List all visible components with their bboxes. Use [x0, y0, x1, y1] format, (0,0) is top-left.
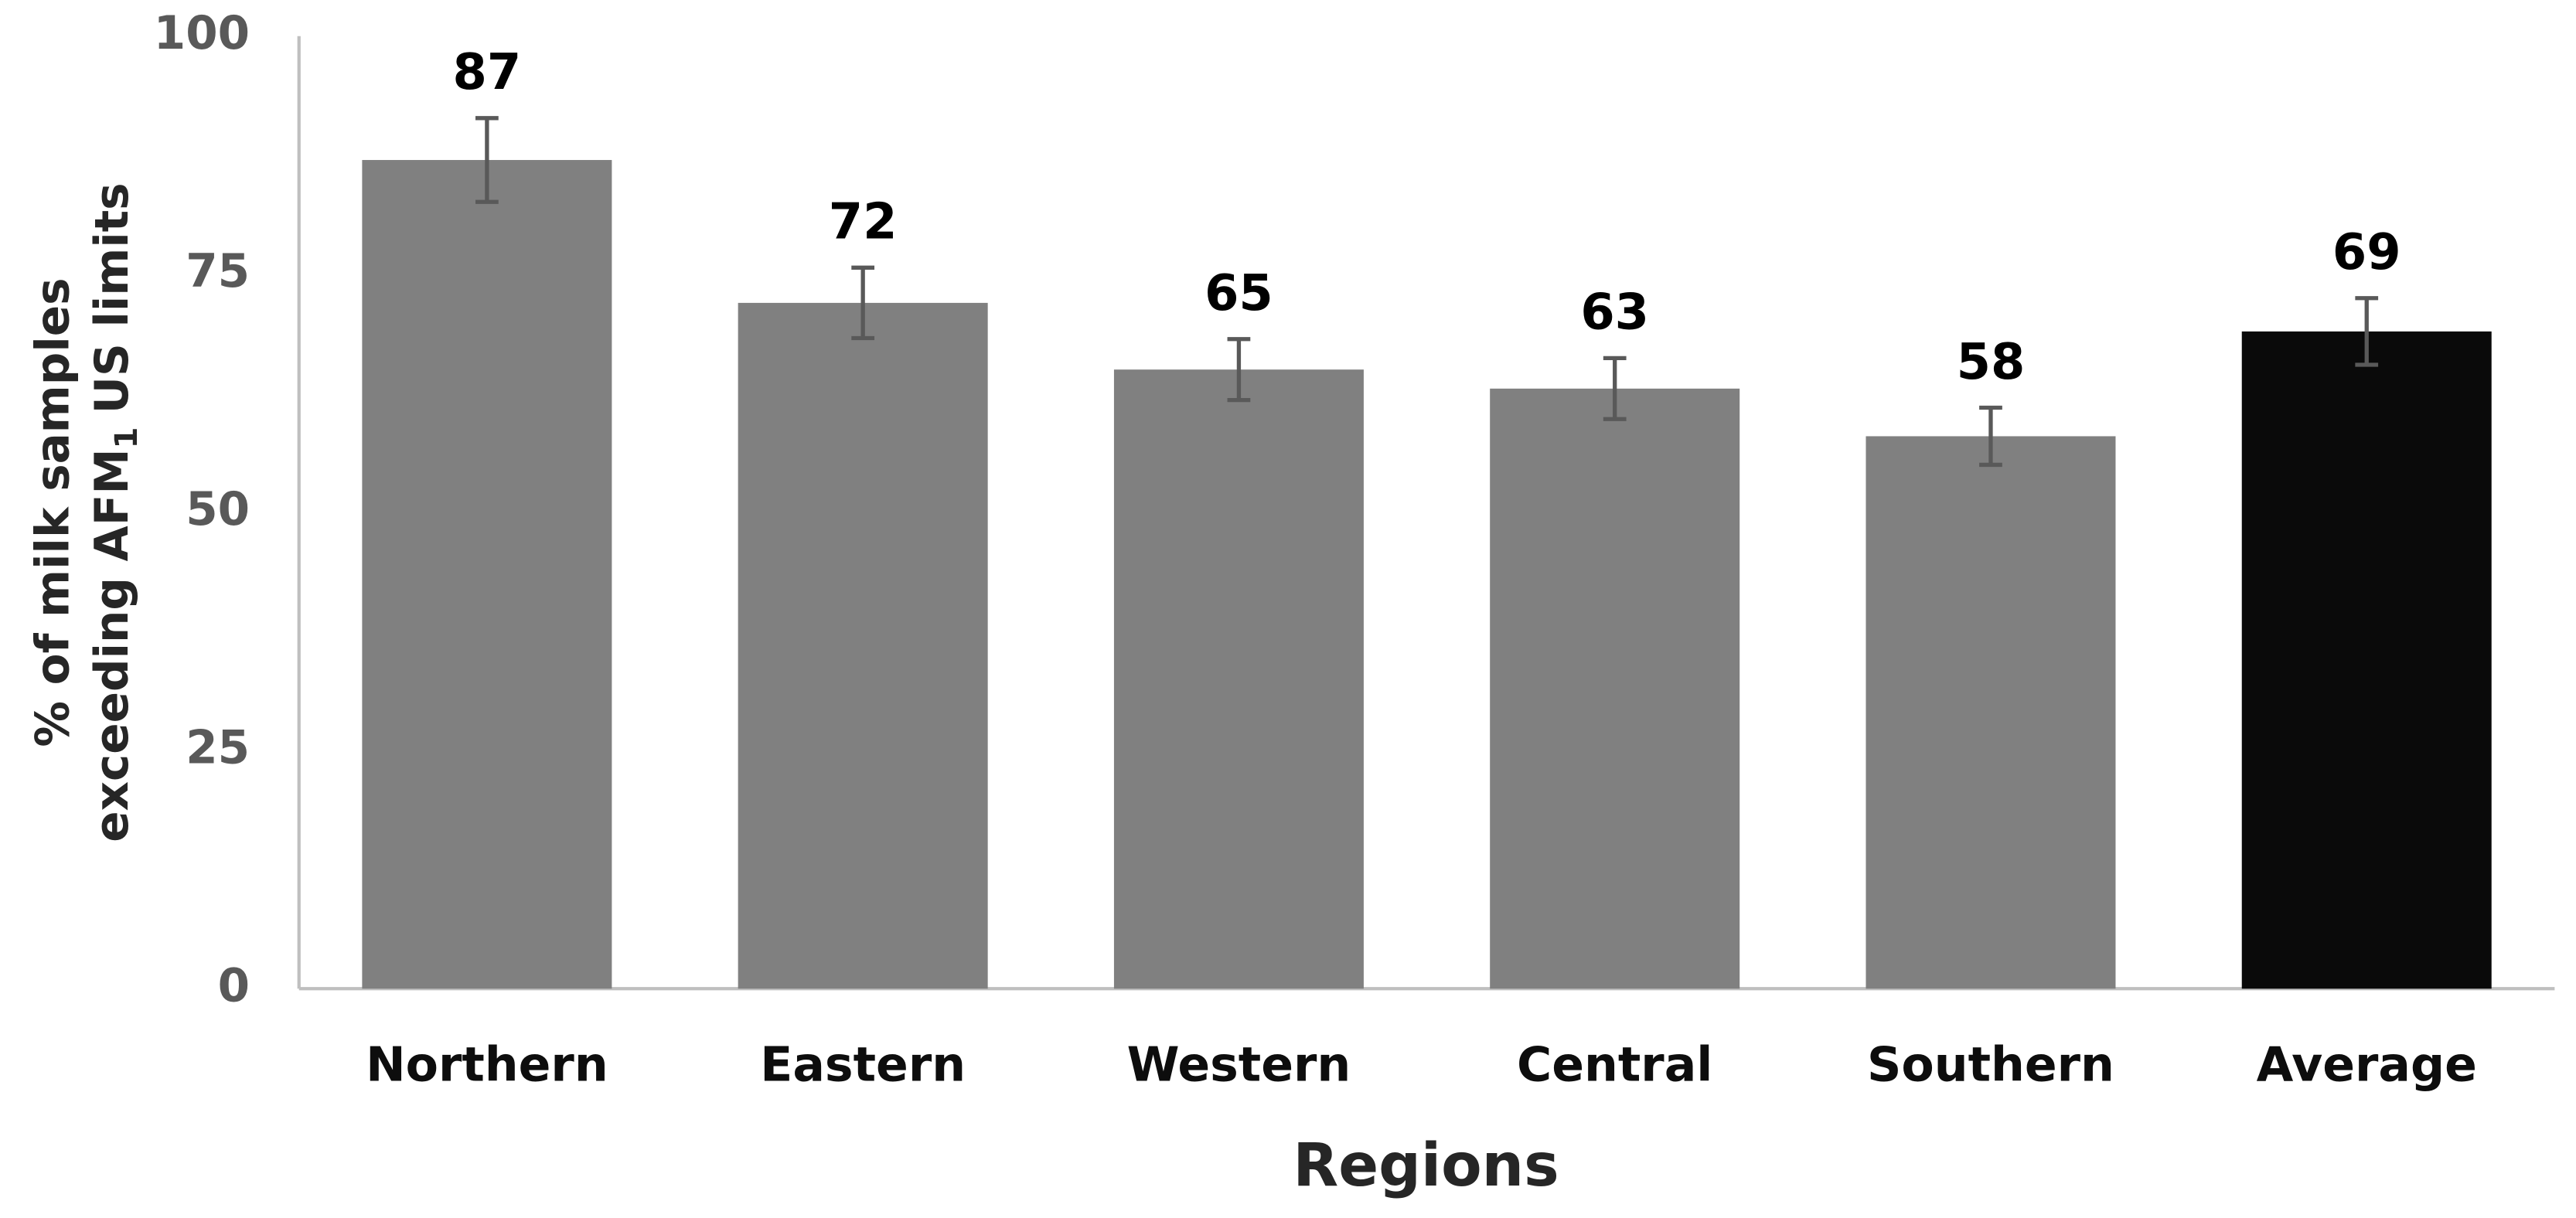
- data-label: 87: [453, 44, 522, 101]
- y-axis-title: % of milk samples exceeding AFM1 US limit…: [26, 182, 144, 842]
- error-bar: [2355, 296, 2379, 367]
- x-tick-label: Southern: [1867, 1036, 2114, 1092]
- bar: [1490, 388, 1740, 989]
- y-tick-label: 50: [186, 483, 250, 536]
- y-axis-title-part: exceeding AFM: [86, 448, 139, 842]
- y-axis-title-part: US limits: [86, 182, 139, 413]
- x-tick-label: Average: [2257, 1036, 2477, 1092]
- x-tick-label: Eastern: [760, 1036, 966, 1092]
- x-axis-title: Regions: [1293, 1131, 1559, 1200]
- bar: [738, 302, 988, 989]
- bar: [1113, 369, 1364, 989]
- bar: [1866, 436, 2116, 989]
- y-tick-label: 100: [154, 7, 250, 60]
- error-bar: [475, 116, 499, 204]
- data-label: 65: [1205, 265, 1273, 322]
- error-bar: [1979, 405, 2002, 468]
- y-tick-label: 25: [186, 721, 250, 774]
- y-tick-label: 0: [218, 959, 250, 1012]
- bar: [362, 160, 612, 989]
- x-tick-label: Northern: [366, 1036, 608, 1092]
- error-bar: [851, 265, 875, 341]
- bar: [2241, 331, 2492, 989]
- error-bar: [1227, 337, 1251, 403]
- data-label: 69: [2332, 224, 2401, 281]
- x-tick-label: Western: [1127, 1036, 1351, 1092]
- error-bar: [1603, 356, 1627, 421]
- x-tick-label: Central: [1517, 1036, 1712, 1092]
- y-tick-label: 75: [186, 245, 250, 298]
- data-label: 58: [1957, 334, 2026, 391]
- y-axis-title-line: % of milk samples: [26, 277, 80, 747]
- y-axis-title-subscript: 1: [108, 427, 145, 448]
- data-label: 72: [829, 194, 898, 251]
- y-axis-title-line: exceeding AFM1 US limits: [86, 182, 145, 842]
- data-label: 63: [1580, 284, 1649, 342]
